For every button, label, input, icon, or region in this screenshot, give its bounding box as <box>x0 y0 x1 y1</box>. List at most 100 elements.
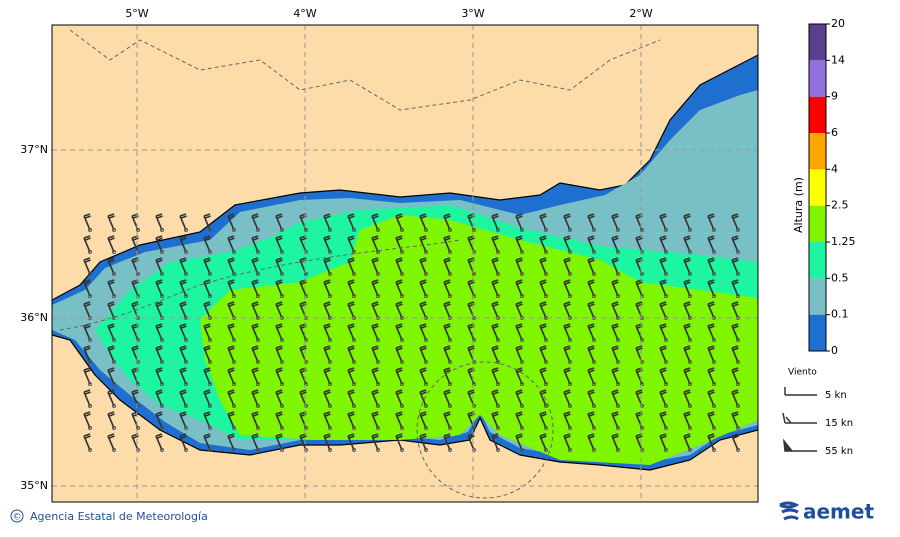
wind-barb <box>179 257 187 275</box>
wind-barb <box>371 257 379 275</box>
wind-barb <box>323 323 331 341</box>
wind-legend-label: 55 kn <box>825 446 853 457</box>
barb-station <box>112 404 116 408</box>
wind-barb <box>707 323 715 341</box>
barb-station <box>544 382 548 386</box>
barb-station <box>136 382 140 386</box>
barb-station <box>568 382 572 386</box>
barb-station <box>616 228 620 232</box>
wind-barb <box>563 389 571 407</box>
wind-barb <box>83 213 91 231</box>
barb-station <box>496 404 500 408</box>
wind-barb <box>683 323 691 341</box>
barb-station <box>328 228 332 232</box>
barb-station <box>304 426 308 430</box>
barb-station <box>544 448 548 452</box>
barb-station <box>736 250 740 254</box>
barb-station <box>112 272 116 276</box>
barb-station <box>736 448 740 452</box>
barb-station <box>256 360 260 364</box>
wind-barb <box>611 345 619 363</box>
colorbar-label: 6 <box>831 126 838 139</box>
barb-station <box>352 360 356 364</box>
wind-barb <box>251 301 259 319</box>
barb-station <box>520 294 524 298</box>
wind-barb <box>323 257 331 275</box>
wind-barb <box>611 213 619 231</box>
barb-station <box>232 404 236 408</box>
barb-station <box>496 382 500 386</box>
colorbar-segment <box>809 205 826 242</box>
barb-station <box>400 404 404 408</box>
barb-station <box>208 360 212 364</box>
wind-barb <box>395 213 403 231</box>
wind-barb <box>251 257 259 275</box>
wind-barb <box>155 213 163 231</box>
barb-station <box>376 338 380 342</box>
wind-barb <box>347 257 355 275</box>
barb-station <box>400 338 404 342</box>
wind-barb <box>371 301 379 319</box>
barb-station <box>688 382 692 386</box>
barb-station <box>88 448 92 452</box>
wind-barb <box>443 345 451 363</box>
barb-station <box>376 228 380 232</box>
barb-station <box>664 404 668 408</box>
wind-barb <box>107 213 115 231</box>
barb-station <box>520 338 524 342</box>
wind-barb <box>155 235 163 253</box>
colorbar-segment <box>809 24 826 61</box>
wind-barb <box>155 433 163 451</box>
barb-station <box>184 294 188 298</box>
barb-station <box>424 272 428 276</box>
wind-barb <box>707 411 715 429</box>
barb-station <box>328 382 332 386</box>
wind-barb <box>443 411 451 429</box>
wind-barb <box>587 389 595 407</box>
wind-barb <box>539 411 547 429</box>
wind-barb <box>707 389 715 407</box>
wind-barb <box>371 411 379 429</box>
barb-station <box>496 272 500 276</box>
barb-station <box>736 272 740 276</box>
barb-station <box>520 382 524 386</box>
barb-station <box>112 338 116 342</box>
barb-station <box>568 448 572 452</box>
wind-barb <box>419 257 427 275</box>
barb-station <box>544 404 548 408</box>
wind-barb <box>443 367 451 385</box>
wind-barb <box>323 389 331 407</box>
wind-legend-barb <box>783 438 817 452</box>
wind-legend-barb <box>782 412 817 424</box>
barb-station <box>280 382 284 386</box>
barb-station <box>736 426 740 430</box>
barb-station <box>112 382 116 386</box>
barb-station <box>568 404 572 408</box>
wind-barb <box>371 367 379 385</box>
wind-barb <box>659 213 667 231</box>
barb-station <box>424 382 428 386</box>
barb-station <box>712 272 716 276</box>
barb-station <box>184 426 188 430</box>
barb-station <box>400 360 404 364</box>
barb-station <box>496 228 500 232</box>
barb-station <box>400 250 404 254</box>
barb-station <box>736 382 740 386</box>
wind-barb <box>443 257 451 275</box>
barb-station <box>232 294 236 298</box>
barb-station <box>328 426 332 430</box>
barb-station <box>496 360 500 364</box>
barb-station <box>208 448 212 452</box>
barb-station <box>568 272 572 276</box>
barb-station <box>496 338 500 342</box>
wind-barb <box>395 411 403 429</box>
wind-barb <box>707 345 715 363</box>
barb-station <box>328 250 332 254</box>
wind-barb <box>203 213 211 231</box>
barb-station <box>424 294 428 298</box>
wind-barb <box>683 257 691 275</box>
barb-station <box>256 448 260 452</box>
barb-station <box>208 404 212 408</box>
barb-station <box>664 250 668 254</box>
wind-barb <box>251 367 259 385</box>
